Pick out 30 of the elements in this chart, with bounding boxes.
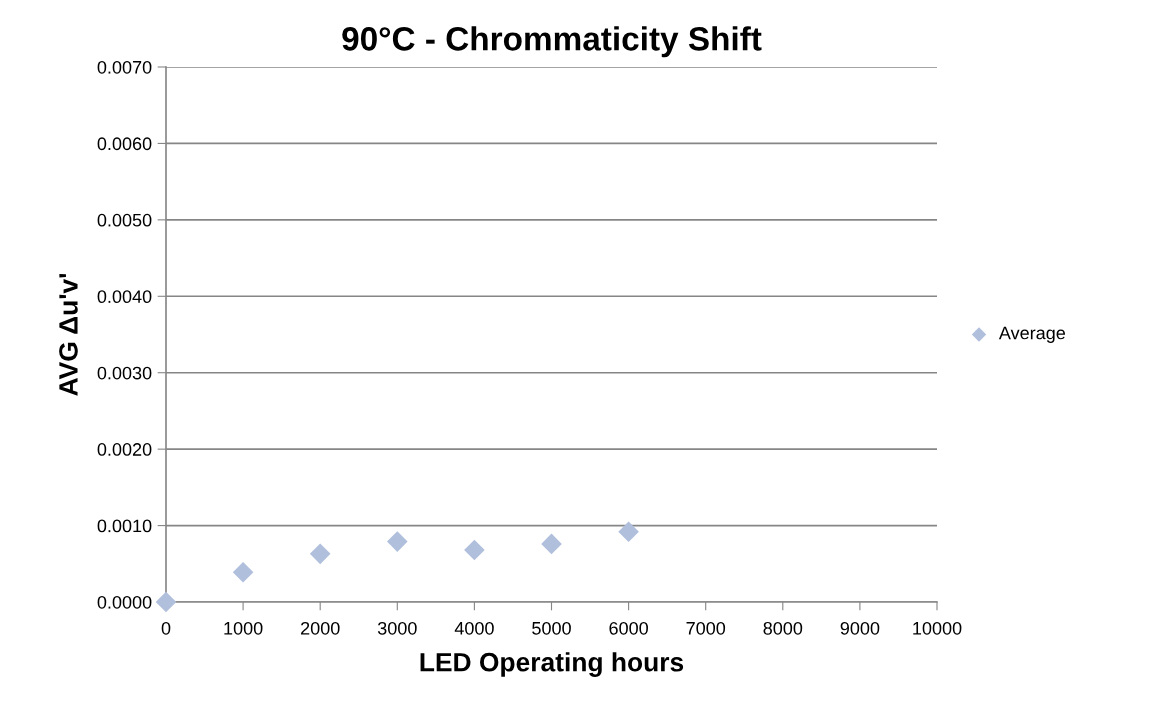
y-tick-label: 0.0040	[97, 290, 152, 304]
x-tick-label: 1000	[224, 621, 263, 635]
point	[387, 531, 408, 552]
x-tick-label: 2000	[301, 621, 340, 635]
x-tick-label: 5000	[532, 621, 571, 635]
y-axis-title: AVG Δu'v'	[59, 273, 78, 396]
point	[541, 533, 562, 555]
x-tick-label: 9000	[840, 621, 880, 635]
y-tick-label: 0.0000	[97, 595, 152, 609]
point	[309, 543, 331, 565]
x-tick-label: 3000	[377, 621, 417, 635]
y-tick-label: 0.0010	[97, 519, 152, 533]
chart-title: 90°C - Chrommaticity Shift	[342, 26, 762, 58]
y-tick-label: 0.0030	[97, 366, 152, 380]
x-tick-label: 8000	[763, 621, 803, 635]
y-tick-label: 0.0020	[97, 443, 152, 456]
y-tick-label: 0.0070	[97, 60, 152, 74]
x-tick-label: 10000	[913, 621, 962, 635]
x-tick-label: 7000	[686, 621, 726, 635]
legend-label: Average	[998, 326, 1066, 343]
x-tick-label: 6000	[609, 621, 648, 635]
x-axis-title: LED Operating hours	[420, 652, 684, 677]
x-tick-label: 4000	[454, 621, 494, 635]
point	[464, 539, 485, 561]
x-tick-label: 0	[161, 621, 171, 635]
point	[618, 521, 639, 542]
y-tick-label: 0.0050	[97, 213, 152, 227]
y-tick-label: 0.0060	[97, 137, 152, 151]
point	[155, 591, 177, 613]
point	[232, 561, 254, 583]
